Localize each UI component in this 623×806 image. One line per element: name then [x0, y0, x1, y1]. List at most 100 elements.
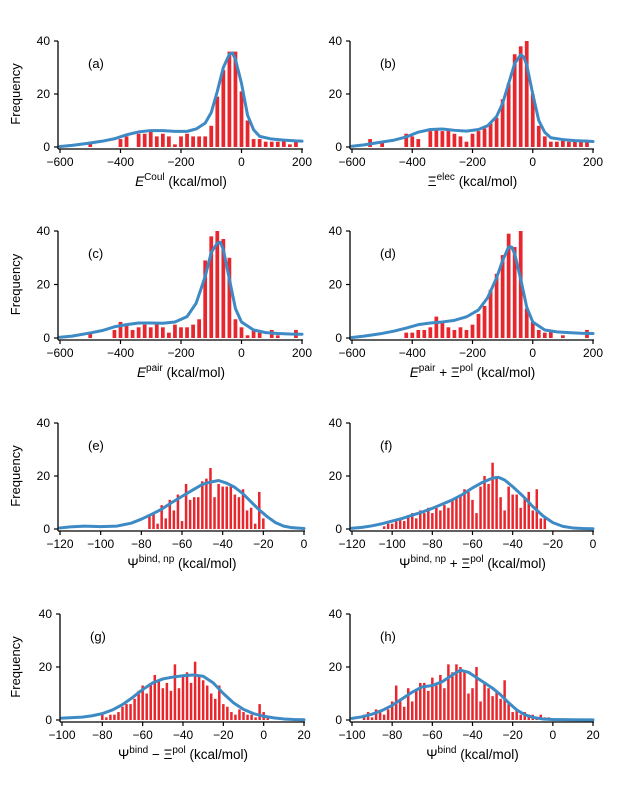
histogram-bar [406, 688, 410, 720]
histogram-bar [411, 513, 414, 529]
histogram-bar [415, 690, 418, 720]
histogram-bar [249, 507, 253, 529]
histogram-bar [225, 486, 228, 529]
histogram-bar [156, 523, 159, 529]
x-tick-label: −100 [338, 728, 365, 742]
histogram-bar [531, 510, 534, 529]
x-tick-label: −400 [107, 155, 134, 169]
panel-label: (f) [380, 438, 392, 453]
y-tick-label: 40 [39, 607, 53, 621]
x-tick-label: −100 [87, 537, 114, 551]
histogram-bar [491, 696, 494, 720]
x-axis-title-superscript: Coul [144, 172, 165, 183]
y-tick-label: 0 [335, 140, 342, 154]
histogram-bar [238, 709, 241, 720]
histogram-bar [506, 83, 511, 147]
x-tick-label: −60 [422, 728, 443, 742]
histogram-bar [209, 693, 213, 720]
histogram-bar [475, 667, 478, 720]
histogram-bar [447, 664, 450, 720]
histogram-bar [167, 136, 171, 147]
y-tick-label: 0 [335, 713, 342, 727]
density-curve [350, 245, 595, 339]
histogram-bar [404, 332, 409, 338]
panel: −600 −400 −200 0 200 0 20 40 (b) Ξelec (kcal/mol) [329, 34, 604, 189]
histogram-bar [503, 510, 506, 529]
x-tick-label: 0 [301, 537, 308, 551]
histogram-bar [288, 144, 292, 147]
histogram-bar [227, 51, 232, 147]
histogram-bar [523, 497, 526, 529]
histogram-bar [459, 494, 462, 529]
histogram-bar [410, 332, 415, 338]
x-tick-label: −200 [167, 155, 194, 169]
histogram-bar [124, 136, 129, 147]
density-curve [60, 673, 306, 722]
histogram-bar [374, 709, 378, 720]
histogram-bar [209, 125, 214, 147]
panel: −600 −400 −200 0 200 0 20 40 Frequency (a) ECoul (… [8, 34, 312, 189]
x-tick-label: −400 [399, 155, 426, 169]
x-tick-label: −120 [338, 537, 365, 551]
histogram-bar [153, 674, 157, 720]
histogram-bar [499, 497, 502, 529]
x-axis-title-superscript: bind, np [410, 554, 446, 565]
histogram-bar [192, 497, 196, 529]
histogram-bar [455, 664, 458, 720]
panel-label: (h) [380, 629, 396, 644]
histogram-bar [527, 491, 530, 529]
histogram-bar [157, 680, 161, 720]
x-tick-label: 200 [583, 346, 603, 360]
histogram-bar [470, 133, 475, 147]
y-tick-label: 20 [329, 87, 343, 101]
histogram-bar [257, 139, 262, 147]
histogram-bar [494, 117, 499, 147]
histogram-bar [483, 682, 486, 720]
histogram-bar [561, 335, 565, 338]
histogram-bar [439, 674, 442, 720]
histogram-bar [203, 260, 208, 338]
x-axis-title-superscript: pol [470, 554, 483, 565]
histogram-bar [152, 513, 155, 529]
histogram-bar [452, 133, 457, 147]
histogram-bar [129, 704, 132, 720]
panel: −600 −400 −200 0 200 0 20 40 (d) Epair + Ξpol (kc… [329, 224, 604, 380]
x-tick-label: −20 [502, 728, 523, 742]
histogram-bar [499, 698, 502, 720]
histogram-bar [215, 231, 220, 338]
histogram-bar [253, 523, 257, 529]
histogram-bar [512, 247, 517, 338]
histogram-bar [463, 489, 466, 529]
x-tick-label: 0 [238, 155, 245, 169]
y-tick-label: 20 [329, 660, 343, 674]
density-curve [350, 475, 595, 531]
histogram-bar [185, 672, 189, 720]
y-axis-title: Frequency [8, 445, 23, 507]
histogram-bar [245, 335, 250, 338]
histogram-bar [141, 685, 144, 720]
histogram-bar [402, 706, 406, 720]
histogram-bar [101, 714, 104, 720]
histogram-bar [511, 712, 514, 720]
histogram-bar [410, 136, 415, 147]
x-axis-title: Ξelec (kcal/mol) [428, 172, 517, 189]
histogram-bar [435, 685, 438, 720]
histogram-bar [118, 321, 123, 338]
histogram-bar [189, 682, 193, 720]
x-tick-label: −400 [399, 346, 426, 360]
histogram-bar [446, 327, 451, 338]
histogram-bar [487, 483, 490, 529]
histogram-bar [217, 483, 220, 529]
x-tick-label: −60 [132, 728, 153, 742]
histogram-bar [185, 327, 189, 338]
histogram-bar [117, 712, 120, 720]
histogram-bar [105, 717, 108, 720]
histogram-bar [491, 462, 494, 529]
histogram-bar [160, 133, 165, 147]
histogram-bar [476, 313, 481, 338]
histogram-bar [209, 468, 212, 529]
histogram-bar [112, 329, 117, 338]
x-tick-label: −60 [462, 537, 483, 551]
histogram-bar [239, 91, 244, 147]
